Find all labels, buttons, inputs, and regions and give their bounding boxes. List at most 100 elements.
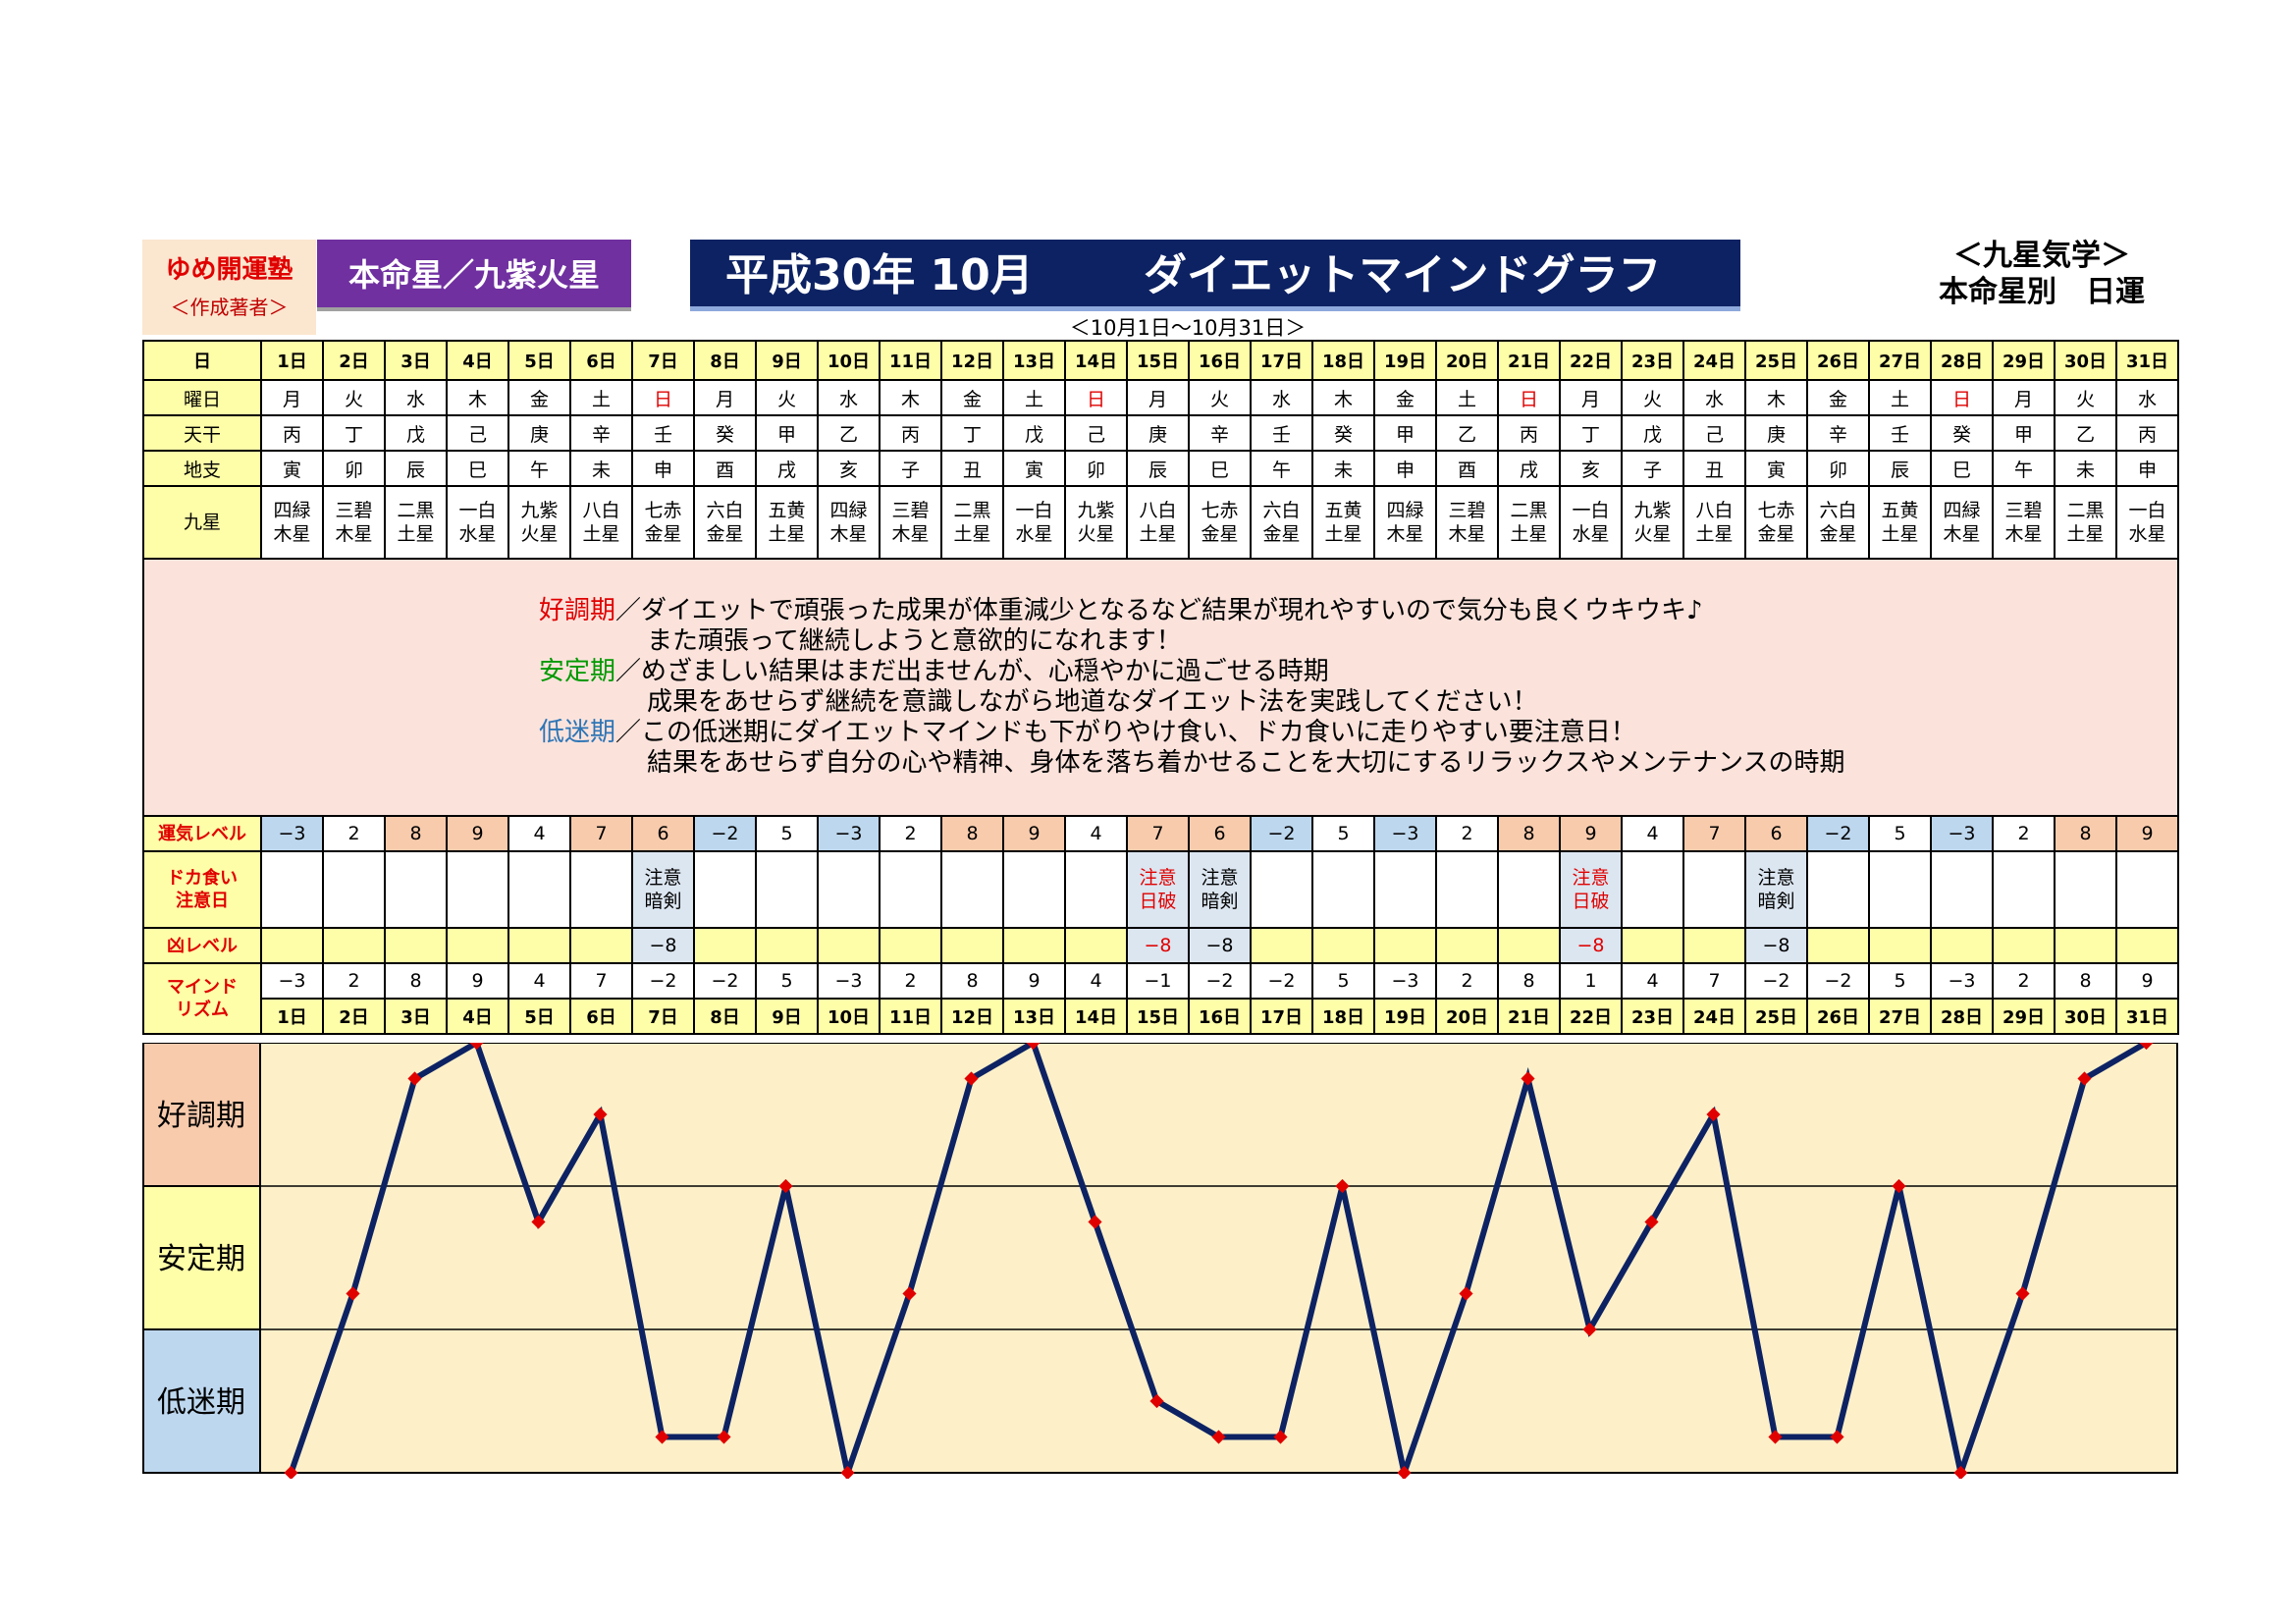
mind-cell: 5	[1868, 962, 1932, 1000]
tenkan-cell: 丙	[2115, 414, 2179, 452]
kyusei-cell: 五黄 土星	[1868, 485, 1932, 560]
day-cell-bottom: 12日	[940, 998, 1004, 1035]
kyusei-number: 六白	[1262, 500, 1301, 521]
dokagui-cell	[1250, 850, 1313, 929]
day-cell: 17日	[1250, 340, 1313, 381]
day-cell: 29日	[1992, 340, 2056, 381]
kyusei-cell: 五黄 土星	[1311, 485, 1375, 560]
day-cell: 31日	[2115, 340, 2179, 381]
data-point	[284, 1465, 298, 1481]
mind-cell: 1	[1559, 962, 1623, 1000]
mind-cell: 5	[755, 962, 819, 1000]
data-point	[1273, 1430, 1288, 1444]
day-cell-bottom: 21日	[1497, 998, 1561, 1035]
dokagui-cell	[384, 850, 448, 929]
luck-cell: −3	[1930, 815, 1994, 852]
kyusei-number: 三碧	[1448, 500, 1486, 521]
data-point	[1582, 1322, 1597, 1337]
weekday-cell: 日	[631, 379, 695, 416]
luck-cell: 8	[1497, 815, 1561, 852]
data-point	[1892, 1178, 1906, 1194]
kyusei-number: 二黒	[2066, 500, 2105, 521]
kyusei-element: 火星	[1633, 523, 1672, 545]
kyusei-cell: 二黒 土星	[384, 485, 448, 560]
day-cell: 23日	[1621, 340, 1684, 381]
kyusei-element: 金星	[1262, 523, 1301, 545]
day-cell: 22日	[1559, 340, 1623, 381]
chishi-cell: 午	[1250, 450, 1313, 487]
msg-low-label: 低迷期	[539, 718, 616, 747]
subtitle-box: ＜九星気学＞ 本命星別 日運	[1914, 238, 2169, 310]
weekday-cell: 水	[384, 379, 448, 416]
data-point	[1706, 1107, 1721, 1122]
day-cell-bottom: 8日	[693, 998, 757, 1035]
day-cell: 21日	[1497, 340, 1561, 381]
kyo-cell	[2115, 927, 2179, 964]
dokagui-cell	[1806, 850, 1870, 929]
day-cell: 10日	[817, 340, 881, 381]
dokagui-cell	[2054, 850, 2117, 929]
kyo-cell	[1930, 927, 1994, 964]
kyusei-cell: 二黒 土星	[940, 485, 1004, 560]
chishi-cell: 辰	[1126, 450, 1190, 487]
day-cell-bottom: 3日	[384, 998, 448, 1035]
dokagui-cell	[507, 850, 571, 929]
chishi-cell: 巳	[446, 450, 509, 487]
tenkan-cell: 己	[1064, 414, 1128, 452]
kyusei-element: 金星	[1757, 523, 1795, 545]
weekday-cell: 木	[1311, 379, 1375, 416]
weekday-cell: 月	[1126, 379, 1190, 416]
luck-cell: 9	[1002, 815, 1066, 852]
kyusei-element: 木星	[1448, 523, 1486, 545]
weekday-cell: 月	[1559, 379, 1623, 416]
dokagui-cell: 注意 暗剣	[631, 850, 695, 929]
luck-cell: 2	[879, 815, 942, 852]
mind-cell: −3	[1373, 962, 1437, 1000]
kyo-cell	[569, 927, 633, 964]
weekday-cell: 月	[693, 379, 757, 416]
day-cell-bottom: 13日	[1002, 998, 1066, 1035]
kyusei-number: 四緑	[1386, 500, 1424, 521]
data-point	[1953, 1465, 1968, 1481]
day-cell: 1日	[260, 340, 324, 381]
msg-good-label: 好調期	[539, 596, 616, 625]
tenkan-cell: 戊	[1002, 414, 1066, 452]
mind-cell: 2	[322, 962, 386, 1000]
kyo-cell	[1682, 927, 1746, 964]
day-cell: 20日	[1435, 340, 1499, 381]
luck-cell: 7	[1126, 815, 1190, 852]
mind-cell: 2	[1992, 962, 2056, 1000]
day-cell-bottom: 1日	[260, 998, 324, 1035]
mind-cell: −3	[817, 962, 881, 1000]
kyo-cell	[1868, 927, 1932, 964]
tenkan-cell: 己	[1682, 414, 1746, 452]
kyusei-element: 木星	[2004, 523, 2043, 545]
luck-cell: 6	[1188, 815, 1252, 852]
day-cell: 19日	[1373, 340, 1437, 381]
day-cell: 18日	[1311, 340, 1375, 381]
kyusei-number: 九紫	[520, 500, 559, 521]
day-cell: 7日	[631, 340, 695, 381]
kyusei-cell: 六白 金星	[693, 485, 757, 560]
dokagui-cell: 注意 暗剣	[1188, 850, 1252, 929]
luck-cell: 5	[1311, 815, 1375, 852]
band-label-box	[142, 1185, 261, 1330]
tenkan-cell: 乙	[2054, 414, 2117, 452]
data-point	[531, 1215, 546, 1229]
dokagui-cell	[322, 850, 386, 929]
dokagui-cell	[569, 850, 633, 929]
day-cell: 3日	[384, 340, 448, 381]
kyusei-element: 木星	[335, 523, 373, 545]
kyo-cell	[1435, 927, 1499, 964]
mind-cell: 4	[507, 962, 571, 1000]
tenkan-cell: 乙	[1435, 414, 1499, 452]
luck-cell: 7	[1682, 815, 1746, 852]
tenkan-cell: 壬	[631, 414, 695, 452]
kyusei-element: 金星	[644, 523, 682, 545]
kyusei-element: 水星	[2128, 523, 2166, 545]
calendar-table: 日 1日 2日 3日 4日 5日 6日 7日 8日 9日 10日 11日 12日 13日 14日 15日 16日…	[142, 340, 2179, 1035]
kyusei-element: 火星	[520, 523, 559, 545]
kyo-cell	[507, 927, 571, 964]
kyusei-number: 六白	[1819, 500, 1857, 521]
data-point	[1149, 1393, 1164, 1409]
